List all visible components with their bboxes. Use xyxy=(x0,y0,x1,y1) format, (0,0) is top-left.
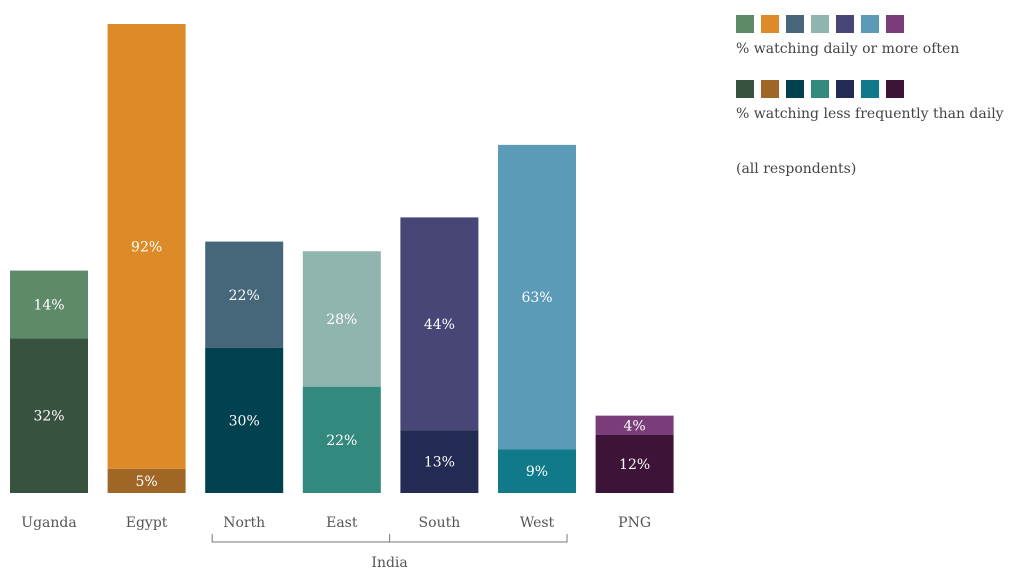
legend-less-swatches xyxy=(736,80,1004,98)
legend: % watching daily or more often % watchin… xyxy=(736,15,1004,177)
legend-swatch-south xyxy=(836,80,854,98)
legend-swatch-png xyxy=(886,15,904,33)
legend-swatch-east xyxy=(811,80,829,98)
x-tick-south: South xyxy=(419,515,461,531)
bar-east-less-than-daily xyxy=(302,386,381,493)
legend-less: % watching less frequently than daily xyxy=(736,80,1004,122)
legend-swatch-south xyxy=(836,15,854,33)
bar-egypt-daily xyxy=(107,24,186,469)
bar-png-daily-label: 4% xyxy=(623,418,645,434)
bar-south-less-than-daily-label: 13% xyxy=(424,455,455,471)
bar-uganda-less-than-daily-label: 32% xyxy=(33,409,64,425)
bar-png-less-than-daily-label: 12% xyxy=(619,457,650,473)
bar-west-daily xyxy=(498,144,576,450)
x-tick-east: East xyxy=(326,515,358,531)
x-tick-uganda: Uganda xyxy=(21,515,76,531)
bar-south-less-than-daily xyxy=(400,430,479,493)
bar-west-daily-label: 63% xyxy=(521,290,552,306)
bar-uganda-less-than-daily xyxy=(10,338,88,493)
bar-north-daily-label: 22% xyxy=(229,288,260,304)
bar-uganda-daily xyxy=(10,270,88,339)
legend-swatch-north xyxy=(786,80,804,98)
legend-swatch-east xyxy=(811,15,829,33)
bar-east-daily xyxy=(302,251,381,387)
legend-swatch-egypt xyxy=(761,15,779,33)
legend-daily-swatches xyxy=(736,15,1004,33)
bar-east-daily-label: 28% xyxy=(326,312,357,328)
bar-uganda-daily-label: 14% xyxy=(33,297,64,313)
bar-egypt-less-than-daily-label: 5% xyxy=(135,474,157,490)
group-bracket-india xyxy=(211,534,568,543)
x-tick-png: PNG xyxy=(618,515,651,531)
legend-swatch-west xyxy=(861,80,879,98)
bar-south-daily xyxy=(400,217,479,431)
stacked-bar-chart: 32% 14% Uganda 5% 92% Egypt 30% 22% North 22% 28% E… xyxy=(10,24,674,571)
legend-swatch-uganda xyxy=(736,80,754,98)
legend-less-label: % watching less frequently than daily xyxy=(736,106,1004,122)
respondents-note: (all respondents) xyxy=(736,161,857,177)
bar-north-daily xyxy=(205,241,284,348)
bar-egypt-daily-label: 92% xyxy=(131,239,162,255)
x-tick-egypt: Egypt xyxy=(126,515,168,531)
legend-swatch-egypt xyxy=(761,80,779,98)
bar-west-less-than-daily xyxy=(498,449,576,493)
bar-north-less-than-daily xyxy=(205,347,284,493)
x-tick-north: North xyxy=(223,515,265,531)
bar-png-less-than-daily xyxy=(595,434,674,493)
bar-egypt-less-than-daily xyxy=(107,468,186,493)
x-tick-west: West xyxy=(520,515,555,531)
bar-east-less-than-daily-label: 22% xyxy=(326,433,357,449)
bar-north-less-than-daily-label: 30% xyxy=(229,413,260,429)
legend-swatch-uganda xyxy=(736,15,754,33)
bar-west-less-than-daily-label: 9% xyxy=(526,464,548,480)
legend-swatch-north xyxy=(786,15,804,33)
legend-swatch-west xyxy=(861,15,879,33)
legend-daily-label: % watching daily or more often xyxy=(736,41,960,57)
bar-png-daily xyxy=(595,415,674,435)
legend-swatch-png xyxy=(886,80,904,98)
legend-daily: % watching daily or more often xyxy=(736,15,1004,57)
bar-south-daily-label: 44% xyxy=(424,317,455,333)
group-label-india: India xyxy=(371,555,407,571)
